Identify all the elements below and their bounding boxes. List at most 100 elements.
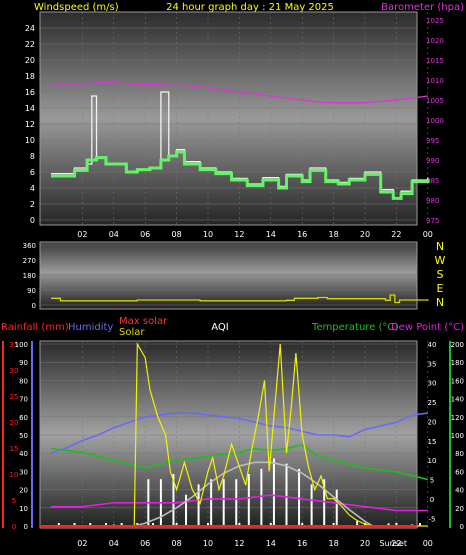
graph-title: 24 hour graph day : 21 May 2025	[166, 2, 334, 13]
aqi-marker	[395, 523, 398, 526]
climate-x-axis: 02 04 06 08 10 12 14 16 18 20 22 00 Sunset	[77, 539, 433, 548]
wind-tick-label: 22	[25, 40, 35, 49]
rain-bar	[310, 484, 313, 526]
aqi-marker	[269, 523, 272, 526]
climate-chart-plot	[39, 340, 418, 529]
aqi-marker	[120, 523, 123, 526]
hour-tick-label: 16	[297, 230, 307, 239]
wind-chart-plot	[39, 11, 418, 226]
direction-y-axis: 360 270 180 90 0	[23, 242, 36, 310]
baro-axis-title: Barometer (hpa)	[381, 2, 464, 13]
temperature-tick-label: 0	[430, 496, 434, 504]
humidity-series-line	[50, 412, 428, 454]
hour-tick-label: 08	[172, 539, 182, 548]
solar-tick-label: 100	[451, 432, 464, 440]
rain-tick-label: 30	[10, 367, 19, 375]
rain-bar	[222, 479, 225, 526]
wind-tick-label: 0	[30, 216, 35, 225]
climate-series	[40, 341, 428, 527]
temperature-tick-label: -5	[429, 515, 436, 523]
sunset-label: Sunset	[380, 539, 407, 548]
baro-tick-label: 1010	[426, 77, 444, 85]
humidity-tick-label: 80	[19, 377, 28, 385]
rain-bar	[235, 479, 238, 526]
humidity-tick-label: 0	[24, 523, 28, 531]
wind-tick-label: 2	[30, 200, 35, 209]
solar-tick-label: 160	[451, 377, 464, 385]
wind-tick-label: 16	[25, 88, 35, 97]
direction-tick-label: 270	[23, 257, 36, 265]
baro-tick-label: 990	[426, 157, 439, 165]
max_solar-series-line	[134, 461, 374, 527]
rain-bar	[247, 474, 250, 526]
solar-series-line	[51, 341, 428, 527]
dew-point-legend: Dew Point (°C)	[391, 322, 464, 333]
solar-tick-label: 120	[451, 414, 464, 422]
rain-bar	[285, 463, 288, 526]
rain-bar	[387, 523, 390, 526]
solar-tick-label: 0	[460, 523, 464, 531]
solar-tick-label: 60	[455, 468, 464, 476]
rainfall-legend: Rainfall (mm)	[1, 322, 69, 333]
rain-tick-label: 15	[10, 445, 19, 453]
baro-tick-label: 1005	[426, 97, 444, 105]
hour-tick-label: 12	[234, 230, 244, 239]
hour-tick-label: 22	[391, 539, 401, 548]
wind-tick-label: 24	[25, 24, 35, 33]
solar-tick-label: 200	[451, 341, 464, 349]
hour-tick-label: 18	[329, 230, 339, 239]
rain-tick-label: 20	[10, 419, 19, 427]
rain-bar	[172, 474, 175, 526]
dew-series-line	[51, 494, 428, 512]
wind-tick-label: 20	[25, 56, 35, 65]
solar-y-axis: 0 20 40 60 80 100 120 140 160 180 200	[451, 341, 464, 531]
hour-tick-label: 00	[423, 539, 433, 548]
rain-bar	[272, 458, 275, 526]
hour-tick-label: 02	[77, 230, 87, 239]
aqi-marker	[207, 523, 209, 526]
wind-tick-label: 10	[25, 136, 35, 145]
temperature-tick-label: 25	[428, 399, 437, 407]
aqi-legend: AQI	[211, 322, 229, 333]
rain-tick-label: 25	[10, 393, 19, 401]
humidity-tick-label: 30	[19, 468, 28, 476]
direction-tick-label: 360	[23, 242, 36, 250]
baro-tick-label: 995	[426, 137, 439, 145]
wind-direction-line	[51, 294, 429, 304]
direction-series	[51, 294, 429, 304]
rain-bar	[335, 489, 338, 526]
compass-label: N	[436, 296, 444, 309]
direction-tick-label: 90	[27, 287, 36, 295]
hour-tick-label: 20	[360, 539, 370, 548]
temperature-tick-label: 10	[428, 457, 437, 465]
rain-tick-label: 35	[10, 341, 19, 349]
wind-tick-label: 6	[30, 168, 35, 177]
wind-chart-grid	[40, 12, 429, 225]
temperature-tick-label: 40	[428, 341, 437, 349]
compass-label: W	[435, 254, 446, 267]
hour-tick-label: 14	[266, 539, 276, 548]
direction-tick-label: 0	[32, 302, 36, 310]
direction-chart-plot	[39, 241, 418, 310]
wind-tick-label: 4	[30, 184, 35, 193]
humidity-tick-label: 20	[19, 487, 28, 495]
compass-label: N	[436, 240, 444, 253]
avg-series-line	[51, 150, 430, 200]
humidity-legend: Humidity	[68, 322, 113, 333]
baro-tick-label: 1020	[426, 37, 444, 45]
aqi-marker	[152, 523, 155, 526]
hour-tick-label: 14	[266, 230, 276, 239]
baro-tick-label: 1000	[426, 117, 444, 125]
rain-bar	[323, 479, 326, 526]
temperature-tick-label: 30	[428, 380, 437, 388]
rain-tick-label: 5	[12, 497, 16, 505]
direction-chart-grid	[40, 244, 417, 306]
hour-tick-label: 02	[77, 539, 87, 548]
wind-tick-label: 12	[25, 120, 35, 129]
baro-tick-label: 975	[426, 217, 439, 225]
wind-tick-label: 8	[30, 152, 35, 161]
temperature-series-line	[50, 443, 428, 481]
